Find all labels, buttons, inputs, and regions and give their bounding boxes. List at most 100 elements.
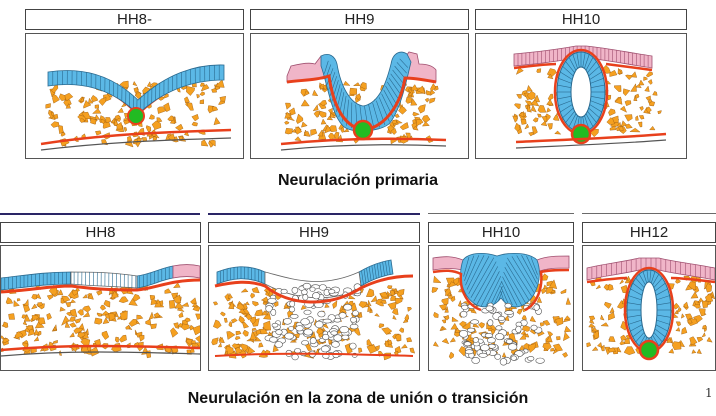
mesenchyme-cell <box>563 315 571 321</box>
basement-membrane <box>214 274 414 304</box>
mesenchyme-cell <box>408 91 413 97</box>
epidermis <box>536 255 570 273</box>
mesenchyme-cell <box>51 84 59 94</box>
mesenchyme-cell <box>251 286 260 294</box>
medullary-cell <box>288 326 294 331</box>
mesenchyme-cell <box>415 118 424 127</box>
mesenchyme-cell <box>696 348 702 354</box>
mesenchyme-cell <box>448 351 455 360</box>
cell-boundary <box>562 66 574 77</box>
mesenchyme-cell <box>184 96 190 104</box>
mesenchyme-cell <box>145 125 152 133</box>
cell-boundary <box>468 256 490 294</box>
mesenchyme-cell <box>77 309 84 316</box>
mesenchyme-cell <box>16 298 21 302</box>
mesenchyme-cell <box>52 340 58 344</box>
mesenchyme-cell <box>199 99 205 104</box>
mesenchyme-cell <box>694 303 701 309</box>
mesenchyme-cell <box>392 308 399 315</box>
cell-boundary <box>324 60 329 74</box>
cell-boundary <box>565 61 575 73</box>
mesenchyme-cell <box>127 135 133 142</box>
cell-boundary <box>368 266 372 281</box>
mesenchyme-cell <box>521 315 527 321</box>
cell-boundary <box>572 54 578 69</box>
cell-boundary <box>392 69 405 85</box>
mesenchyme-cell <box>101 330 110 340</box>
mesenchyme-cell <box>167 115 174 122</box>
mesenchyme-cell <box>74 318 82 324</box>
diagram-panel-transition-hh12 <box>582 245 716 371</box>
mesenchyme-cell <box>588 315 596 321</box>
mesenchyme-cell <box>528 131 534 137</box>
mesenchyme-cell <box>652 91 658 96</box>
mesenchyme-cell <box>688 281 697 291</box>
mesenchyme-cell <box>540 287 547 295</box>
mesenchyme-cell <box>417 104 426 114</box>
mesenchyme-cell <box>623 346 636 356</box>
panel-label-hh8-minus: HH8- <box>25 9 244 30</box>
mesenchyme-cell <box>82 305 91 313</box>
mesenchyme-cell <box>123 127 128 133</box>
mesenchyme-cell <box>524 123 530 130</box>
medullary-cell <box>339 325 349 334</box>
mesenchyme-cell <box>586 342 592 348</box>
mesenchyme-cell <box>555 317 564 326</box>
mesenchyme-cell <box>300 99 310 107</box>
mesenchyme-cell <box>604 301 612 309</box>
medullary-cell <box>341 334 350 340</box>
mesenchyme-cell <box>444 314 450 321</box>
mesenchyme-cell <box>151 120 162 130</box>
cell-boundary <box>590 84 605 88</box>
mesenchyme-cell <box>118 334 127 343</box>
mesenchyme-cell <box>701 300 709 308</box>
basement-membrane <box>513 62 653 72</box>
mesenchyme-cell <box>530 104 537 113</box>
mesenchyme-cell <box>149 295 156 300</box>
mesenchyme-cell <box>387 285 393 289</box>
mesenchyme-cell <box>501 351 507 358</box>
mesenchyme-cell <box>702 324 707 330</box>
mesenchyme-cell <box>374 313 380 317</box>
cell-boundary <box>379 262 383 277</box>
cell-boundary <box>396 62 407 74</box>
cell-boundary <box>590 100 604 106</box>
diagram-panel-transition-hh9 <box>208 245 420 371</box>
mesenchyme-cell <box>375 298 384 307</box>
mesenchyme-cell <box>449 337 456 343</box>
cell-boundary <box>560 71 573 80</box>
medullary-cell <box>466 327 476 333</box>
cell-boundary <box>558 100 572 106</box>
mesenchyme-cell <box>547 93 554 101</box>
mesenchyme-cell <box>379 291 389 298</box>
mesenchyme-cell <box>416 85 426 95</box>
mesenchyme-cell <box>99 304 106 311</box>
cell-boundary <box>465 255 480 286</box>
notochord <box>127 107 145 125</box>
mesenchyme-cell <box>609 69 618 77</box>
medullary-cell <box>343 303 353 311</box>
mesenchyme-cell <box>94 317 103 325</box>
medullary-cell <box>461 304 469 310</box>
cell-boundary <box>382 261 385 276</box>
mesenchyme-cell <box>645 106 652 114</box>
mesenchyme-cell <box>369 308 374 314</box>
mesenchyme-cell <box>186 338 193 346</box>
mesenchyme-cell <box>393 287 398 293</box>
mesenchyme-cell <box>59 306 66 312</box>
medullary-cell <box>320 345 330 353</box>
mesenchyme-cell <box>272 344 279 353</box>
cell-boundary <box>385 261 388 276</box>
cell-boundary <box>646 270 649 283</box>
mesenchyme-cell <box>218 336 225 344</box>
mesenchyme-cell <box>367 299 372 307</box>
mesenchyme-cell <box>70 299 77 304</box>
mesenchyme-cell <box>550 289 556 294</box>
mesenchyme-cell <box>647 98 653 104</box>
mesenchyme-cell <box>433 311 439 318</box>
mesenchyme-cell <box>294 136 302 142</box>
mesenchyme-cell <box>705 283 713 293</box>
medullary-cell <box>291 353 299 361</box>
cell-boundary <box>473 261 497 302</box>
mesenchyme-cell <box>231 318 238 324</box>
